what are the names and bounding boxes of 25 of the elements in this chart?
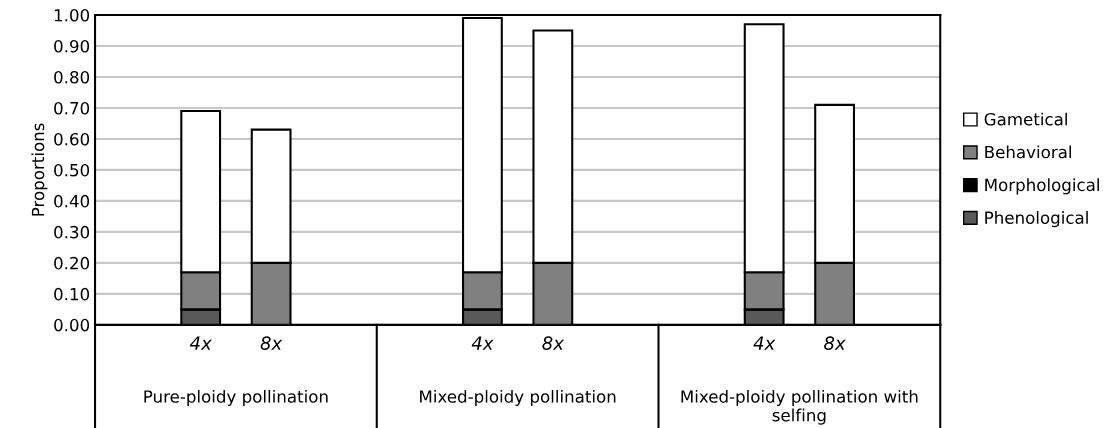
y-tick-label: 0.60 <box>54 132 90 146</box>
legend-label: Gametical <box>984 112 1067 126</box>
text: Mixed-ploidy pollination with selfing <box>681 389 918 425</box>
x-tick-label: 4x <box>471 336 494 350</box>
y-tick-label: 0.20 <box>54 256 90 270</box>
y-tick-label: 0.80 <box>54 70 90 84</box>
y-tick-label: 0.50 <box>54 163 90 177</box>
y-tick-label: 0.40 <box>54 194 90 208</box>
legend-label: Phenological <box>985 211 1088 228</box>
legend-label: Behavioral <box>985 145 1071 159</box>
x-tick-label: 8x <box>260 336 283 350</box>
y-tick-label: 0.00 <box>54 318 90 332</box>
y-tick-label: 1.00 <box>54 8 90 22</box>
legend-label: Morphological <box>985 178 1099 195</box>
y-tick-label: 0.90 <box>54 39 90 53</box>
x-tick-label: 4x <box>189 336 212 350</box>
y-tick-label: 0.70 <box>54 101 90 115</box>
y-tick-label: 0.10 <box>54 287 90 301</box>
text: Mixed-ploidy pollination <box>420 389 616 407</box>
text: Pure-ploidy pollination <box>144 389 328 407</box>
x-tick-label: 4x <box>753 336 776 350</box>
x-tick-label: 8x <box>542 336 565 350</box>
y-tick-label: 0.30 <box>54 225 90 239</box>
x-tick-label: 8x <box>824 336 846 350</box>
y-axis-title: Proportions <box>31 123 48 216</box>
